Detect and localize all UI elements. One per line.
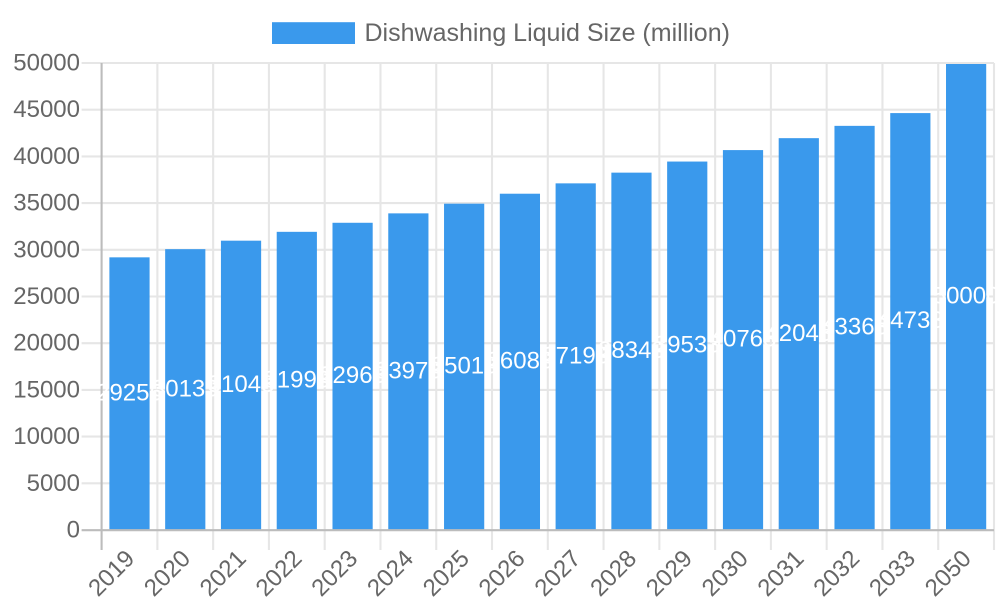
svg-text:25000: 25000 (13, 283, 80, 310)
svg-text:32963: 32963 (319, 362, 386, 389)
svg-text:33973: 33973 (375, 357, 442, 384)
svg-text:15000: 15000 (13, 376, 80, 403)
svg-text:38343: 38343 (598, 337, 665, 364)
svg-text:37193: 37193 (542, 342, 609, 369)
svg-text:10000: 10000 (13, 423, 80, 450)
svg-text:39533: 39533 (654, 331, 721, 358)
svg-text:35000: 35000 (13, 190, 80, 217)
svg-text:0: 0 (67, 517, 80, 544)
svg-text:Dishwashing Liquid Size (milli: Dishwashing Liquid Size (million) (365, 19, 730, 47)
svg-text:35013: 35013 (431, 353, 498, 380)
svg-text:30133: 30133 (152, 375, 219, 402)
svg-text:42043: 42043 (765, 320, 832, 347)
svg-text:29255: 29255 (96, 379, 163, 406)
svg-text:5000: 5000 (27, 470, 80, 497)
svg-text:31043: 31043 (208, 371, 275, 398)
svg-text:44733: 44733 (877, 307, 944, 334)
svg-text:40000: 40000 (13, 143, 80, 170)
svg-text:31993: 31993 (263, 367, 330, 394)
svg-text:40763: 40763 (710, 326, 777, 353)
svg-text:36083: 36083 (487, 348, 554, 375)
svg-text:30000: 30000 (13, 236, 80, 263)
svg-text:43363: 43363 (821, 314, 888, 341)
svg-text:45000: 45000 (13, 96, 80, 123)
svg-text:20000: 20000 (13, 330, 80, 357)
svg-text:50000: 50000 (933, 283, 1000, 310)
svg-text:50000: 50000 (13, 50, 80, 77)
